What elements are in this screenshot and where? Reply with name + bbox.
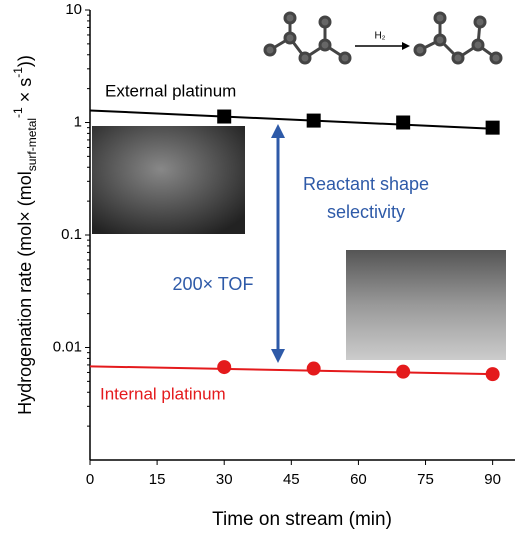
point — [217, 109, 232, 124]
point — [306, 361, 321, 376]
y-axis-title: Hydrogenation rate (mol× (molsurf-metal-… — [11, 55, 39, 415]
y-axis-title-part: )) — [15, 55, 35, 67]
reaction-label: H₂ — [374, 31, 385, 42]
point — [485, 120, 500, 135]
annotation: selectivity — [327, 202, 405, 222]
x-axis-title: Time on stream (min) — [212, 509, 392, 530]
x-tick-label: 30 — [216, 471, 233, 488]
y-axis-title-part: -1 — [11, 67, 25, 78]
molecule-diagram — [263, 11, 503, 65]
trend-line — [89, 109, 493, 130]
y-axis-title-part: Hydrogenation rate (mol× (mol — [15, 171, 35, 415]
y-axis-title-part: -1 — [11, 107, 25, 118]
x-tick-label: 15 — [149, 471, 166, 488]
micrograph-external — [92, 126, 245, 234]
y-tick-label: 10 — [65, 1, 82, 18]
y-tick-label: 0.1 — [61, 226, 82, 243]
x-tick-label: 0 — [86, 471, 94, 488]
x-tick-label: 90 — [484, 471, 501, 488]
series-label: Internal platinum — [100, 384, 226, 403]
y-axis-title-part: surf-metal — [25, 118, 39, 171]
y-axis-title-part: × s — [15, 78, 35, 108]
x-tick-label: 45 — [283, 471, 300, 488]
trend-line — [89, 365, 493, 376]
micrograph-internal — [346, 250, 506, 360]
arrow-head — [271, 124, 285, 138]
y-tick-label: 0.01 — [53, 338, 82, 355]
annotation: 200× TOF — [173, 274, 254, 294]
x-tick-label: 75 — [417, 471, 434, 488]
annotation: Reactant shape — [303, 174, 429, 194]
point — [485, 367, 500, 382]
x-tick-label: 60 — [350, 471, 367, 488]
point — [306, 113, 321, 128]
arrow-head — [271, 349, 285, 363]
point — [396, 364, 411, 379]
y-tick-label: 1 — [74, 113, 82, 130]
point — [396, 115, 411, 130]
series-label: External platinum — [105, 81, 236, 100]
point — [217, 360, 232, 375]
